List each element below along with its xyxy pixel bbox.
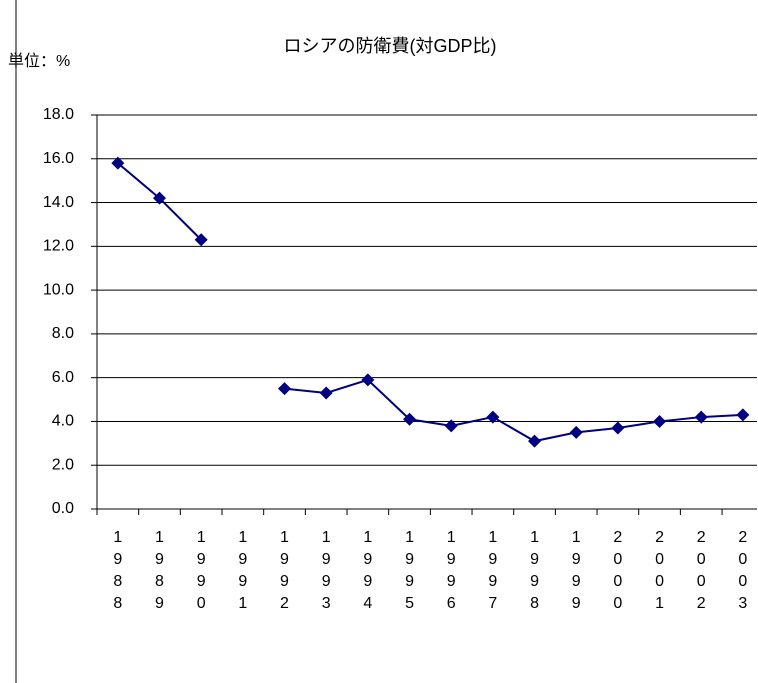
- data-point: [736, 408, 750, 422]
- data-point: [361, 373, 375, 387]
- chart-title: ロシアの防衛費(対GDP比): [284, 36, 497, 56]
- data-point: [319, 386, 333, 400]
- chart-frame: [15, 0, 758, 683]
- y-tick-label: 14.0: [43, 194, 74, 211]
- data-point: [486, 410, 500, 424]
- data-point: [653, 414, 667, 428]
- y-tick-label: 18.0: [43, 106, 74, 123]
- data-point: [528, 434, 542, 448]
- data-point: [569, 425, 583, 439]
- data-point: [403, 412, 417, 426]
- data-point: [444, 419, 458, 433]
- data-point: [611, 421, 625, 435]
- y-tick-label: 8.0: [52, 325, 74, 342]
- y-tick-label: 10.0: [43, 281, 74, 298]
- y-tick-label: 2.0: [52, 456, 74, 473]
- data-point: [278, 382, 292, 396]
- data-point: [111, 156, 125, 170]
- data-point: [694, 410, 708, 424]
- data-point: [194, 233, 208, 247]
- y-tick-label: 0.0: [52, 500, 74, 517]
- y-axis-label: 単位：%: [8, 52, 70, 70]
- y-tick-label: 4.0: [52, 413, 74, 430]
- y-tick-label: 16.0: [43, 150, 74, 167]
- y-tick-label: 12.0: [43, 238, 74, 255]
- data-point: [153, 191, 167, 205]
- y-tick-label: 6.0: [52, 369, 74, 386]
